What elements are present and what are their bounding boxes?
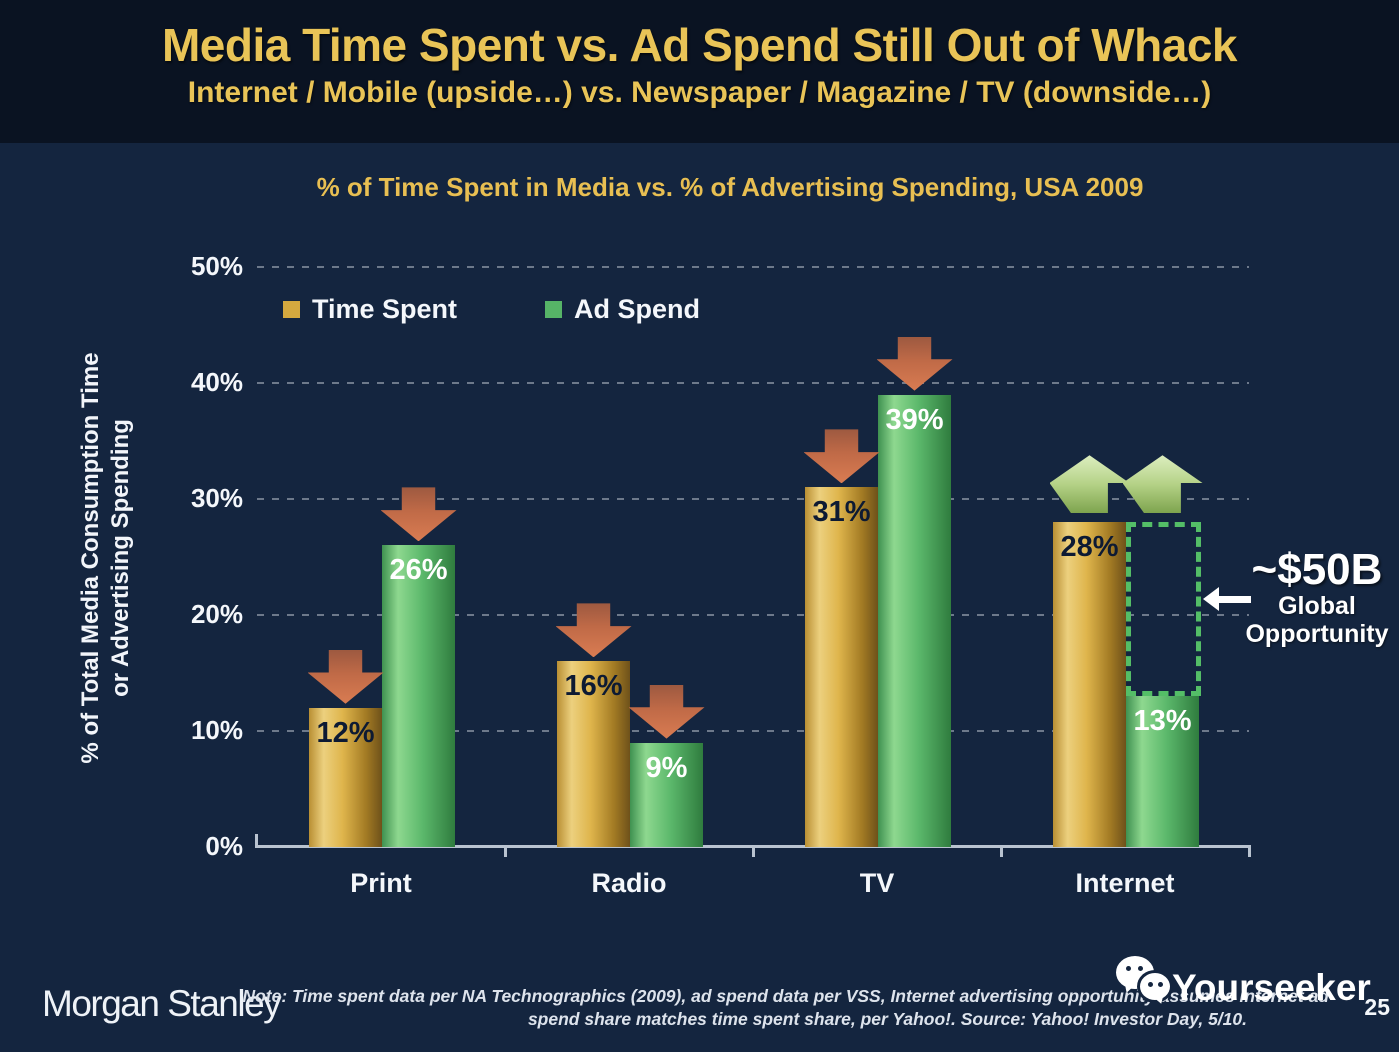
internet-time-spent-bar xyxy=(1053,522,1126,847)
opportunity-annotation: ~$50B Global Opportunity xyxy=(1243,545,1391,649)
ad-spend-label: Ad Spend xyxy=(574,293,700,324)
opportunity-label-line2: Opportunity xyxy=(1245,620,1389,648)
tv-time-spent-value: 31% xyxy=(812,496,871,529)
print-ad-spend-value: 26% xyxy=(389,554,448,587)
up-arrow-icon xyxy=(1049,455,1130,514)
opportunity-label-line1: Global xyxy=(1278,592,1356,620)
legend-ad-spend: Ad Spend xyxy=(545,294,700,324)
x-axis-tick xyxy=(752,848,755,857)
radio-time-spent-value: 16% xyxy=(564,670,623,703)
time-spent-swatch xyxy=(283,300,300,318)
tv-ad-spend-bar xyxy=(878,394,951,847)
y-tick-10%: 10% xyxy=(190,715,243,745)
x-axis-start-tick xyxy=(255,834,258,846)
radio-ad-spend-value: 9% xyxy=(645,751,688,784)
print-time-spent-bar xyxy=(309,707,382,847)
print-time-spent-value: 12% xyxy=(316,716,375,749)
tv-ad-spend-value: 39% xyxy=(885,403,944,436)
up-arrow-icon xyxy=(1122,455,1203,514)
morgan-stanley-logo: Morgan Stanley xyxy=(42,983,282,1024)
y-tick-50%: 50% xyxy=(190,251,243,281)
internet-ad-spend-value: 13% xyxy=(1133,705,1192,738)
page-number: 25 xyxy=(1364,994,1390,1020)
y-tick-30%: 30% xyxy=(190,483,243,513)
y-tick-0%: 0% xyxy=(205,831,243,861)
y-tick-40%: 40% xyxy=(190,367,243,397)
slide-title: Media Time Spent vs. Ad Spend Still Out … xyxy=(161,19,1238,71)
legend-time-spent: Time Spent xyxy=(283,294,457,324)
category-label-radio: Radio xyxy=(591,868,667,898)
category-label-internet: Internet xyxy=(1075,868,1175,898)
header-band xyxy=(0,0,1399,143)
chart-title: % of Time Spent in Media vs. % of Advert… xyxy=(316,172,1144,202)
time-spent-label: Time Spent xyxy=(312,293,458,324)
internet-time-spent-value: 28% xyxy=(1060,531,1119,564)
source-note-line2: spend share matches time spent share, pe… xyxy=(527,1009,1247,1029)
down-arrow-icon xyxy=(307,649,384,704)
ad-spend-swatch xyxy=(545,300,562,318)
radio-ad-spend-bar xyxy=(630,742,703,847)
opportunity-value: ~$50B xyxy=(1251,545,1383,594)
wechat-icon xyxy=(1116,956,1182,1016)
gridline-50% xyxy=(257,266,1249,268)
x-axis-tick xyxy=(1000,848,1003,857)
annotation-left-arrow-icon xyxy=(1203,587,1251,611)
gridline-30% xyxy=(257,498,1249,500)
down-arrow-icon xyxy=(555,603,632,658)
x-axis-line xyxy=(255,845,1251,848)
y-axis-title: % of Total Media Consumption Time or Adv… xyxy=(76,323,138,793)
internet-ad-spend-bar xyxy=(1126,696,1199,847)
print-ad-spend-bar xyxy=(382,545,455,847)
down-arrow-icon xyxy=(803,429,880,484)
category-label-print: Print xyxy=(350,868,412,898)
source-note-line1: Note: Time spent data per NA Technograph… xyxy=(242,986,1329,1006)
gridline-40% xyxy=(257,382,1249,384)
opportunity-gap-box xyxy=(1126,522,1201,697)
x-axis-tick xyxy=(504,848,507,857)
slide-subtitle: Internet / Mobile (upside…) vs. Newspape… xyxy=(187,76,1212,109)
x-axis-tick xyxy=(1248,848,1251,857)
y-tick-20%: 20% xyxy=(190,599,243,629)
gridline-10% xyxy=(257,730,1249,732)
radio-time-spent-bar xyxy=(557,661,630,847)
category-label-tv: TV xyxy=(859,868,895,898)
watermark: Yourseeker xyxy=(1172,967,1371,1008)
y-axis-title-line2: or Advertising Spending xyxy=(107,419,134,697)
tv-time-spent-bar xyxy=(805,487,878,847)
down-arrow-icon xyxy=(380,487,457,542)
gridline-20% xyxy=(257,614,1249,616)
y-axis-title-line1: % of Total Media Consumption Time xyxy=(77,352,104,764)
